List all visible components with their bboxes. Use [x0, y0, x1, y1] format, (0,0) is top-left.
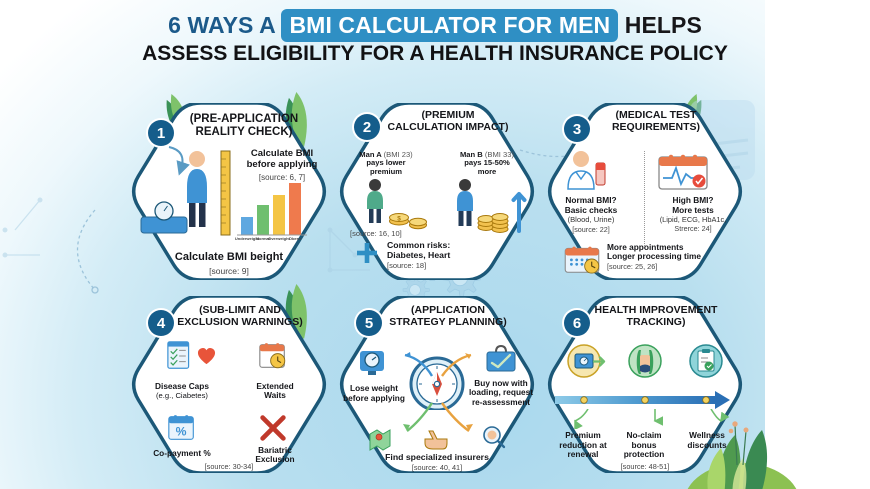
svg-text:Overweight: Overweight: [268, 236, 290, 241]
svg-text:%: %: [176, 425, 187, 439]
svg-text:$: $: [397, 216, 401, 223]
svg-text:Obese: Obese: [289, 236, 302, 241]
